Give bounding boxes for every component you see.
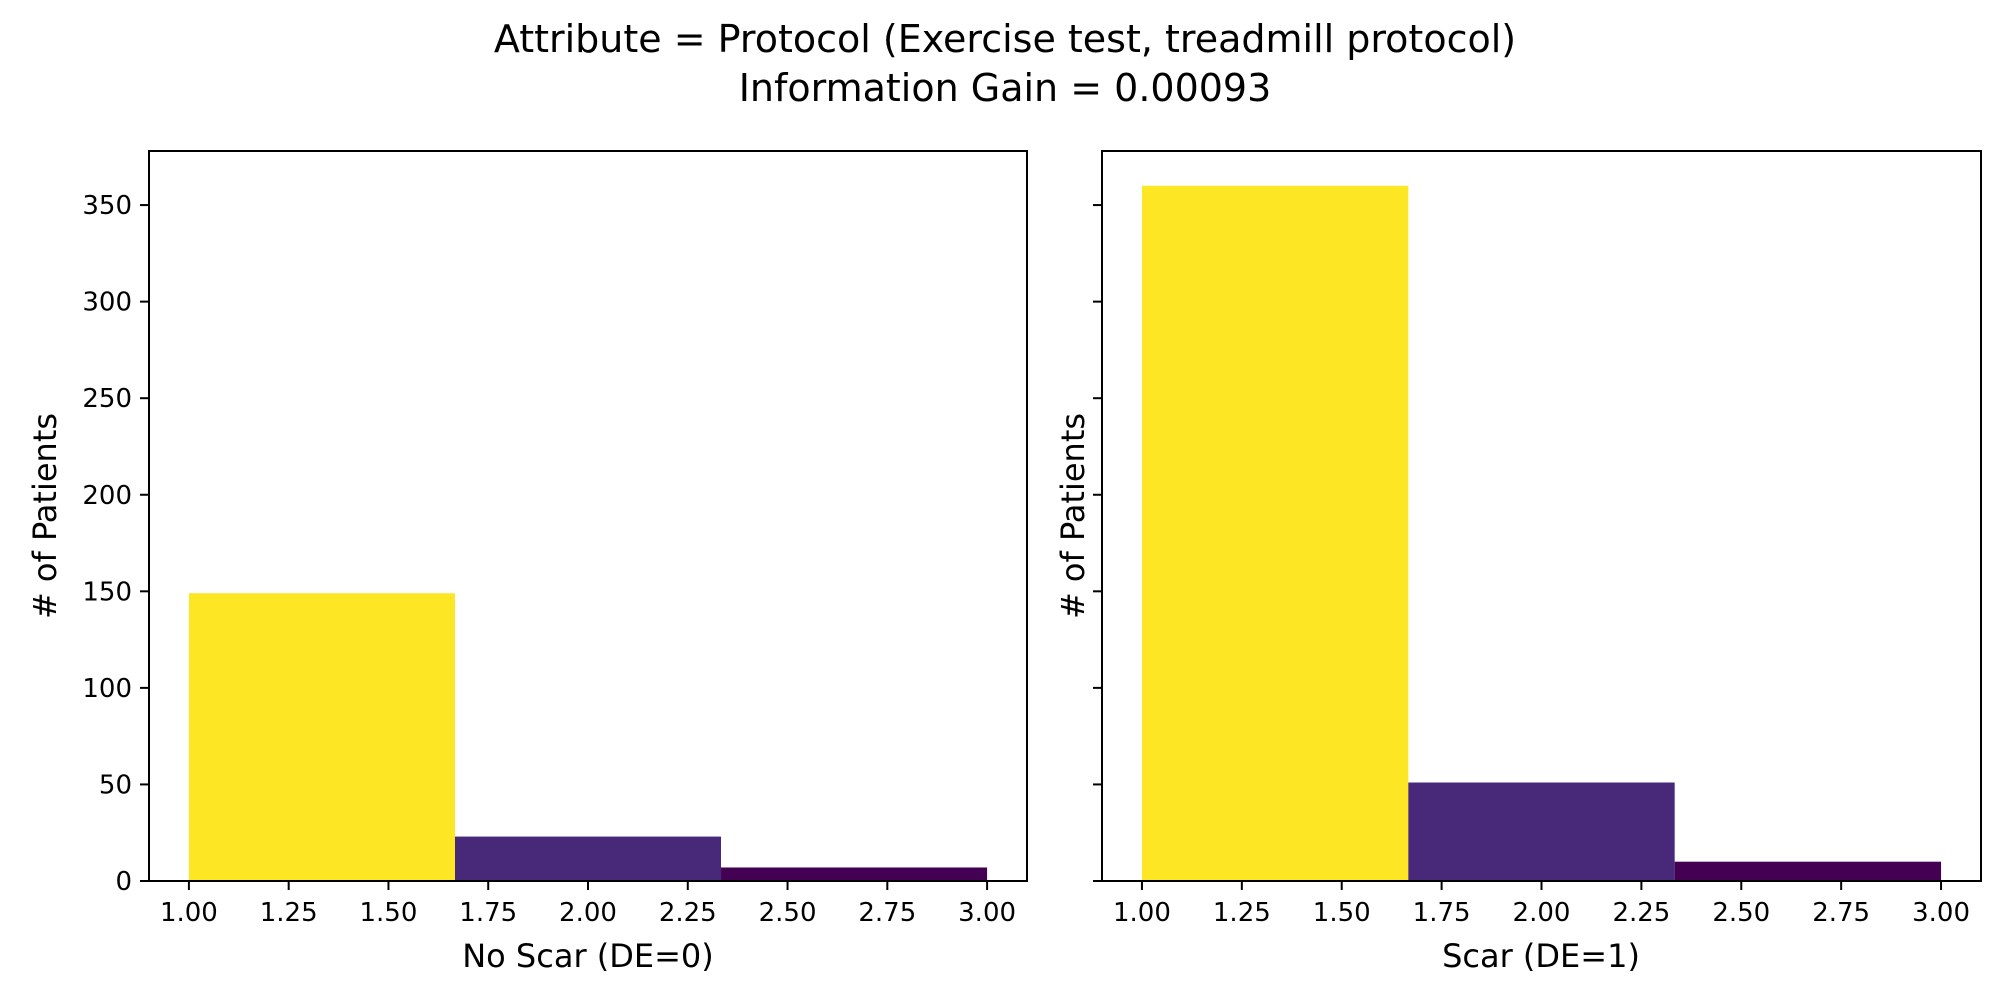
scar-bars <box>1141 185 1942 881</box>
scar-x-ticks: 1.00 1.25 1.50 1.75 2.00 2.25 2.50 2.75 3.00 <box>1113 881 1970 928</box>
no-scar-y-tick-label: 350 <box>82 191 132 221</box>
scar-bar-2 <box>1408 782 1675 881</box>
no-scar-y-tick-label: 200 <box>82 481 132 511</box>
no-scar-bar-1 <box>188 593 455 881</box>
no-scar-x-tick-label: 2.50 <box>759 898 817 928</box>
figure-title-line1: Attribute = Protocol (Exercise test, tre… <box>494 17 1516 61</box>
no-scar-bar-2 <box>454 836 722 881</box>
no-scar-x-tick-label: 1.00 <box>160 898 218 928</box>
scar-x-tick-label: 2.50 <box>1712 898 1770 928</box>
no-scar-x-tick-label: 2.75 <box>858 898 916 928</box>
no-scar-x-tick-label: 1.25 <box>260 898 318 928</box>
no-scar-bars <box>188 593 988 881</box>
scar-x-tick-label: 2.75 <box>1812 898 1870 928</box>
no-scar-histogram-panel: 1.00 1.25 1.50 1.75 2.00 2.25 2.50 2.75 3.00 0 50… <box>26 150 1028 975</box>
scar-x-tick-label: 1.50 <box>1313 898 1371 928</box>
scar-x-tick-label: 1.25 <box>1213 898 1271 928</box>
no-scar-y-tick-label: 0 <box>115 867 132 897</box>
scar-x-tick-label: 1.00 <box>1113 898 1171 928</box>
no-scar-y-ticks: 0 50 100 150 200 250 300 350 <box>82 191 149 897</box>
no-scar-y-tick-label: 250 <box>82 384 132 414</box>
scar-y-axis-label: # of Patients <box>1054 413 1092 619</box>
no-scar-x-tick-label: 2.00 <box>559 898 617 928</box>
no-scar-y-tick-label: 100 <box>82 674 132 704</box>
figure-title-line2: Information Gain = 0.00093 <box>739 66 1272 110</box>
no-scar-bar-3 <box>721 867 988 881</box>
no-scar-y-tick-label: 150 <box>82 577 132 607</box>
scar-histogram-panel: 1.00 1.25 1.50 1.75 2.00 2.25 2.50 2.75 3.00 Sca… <box>1054 150 1982 975</box>
scar-y-ticks <box>1093 204 1102 882</box>
scar-x-tick-label: 1.75 <box>1413 898 1471 928</box>
no-scar-y-tick-label: 300 <box>82 288 132 318</box>
scar-bar-1 <box>1141 185 1409 881</box>
no-scar-x-tick-label: 1.75 <box>459 898 517 928</box>
no-scar-x-axis-label: No Scar (DE=0) <box>462 937 714 975</box>
scar-x-tick-label: 2.00 <box>1513 898 1571 928</box>
no-scar-x-tick-label: 1.50 <box>360 898 418 928</box>
no-scar-x-tick-label: 2.25 <box>659 898 717 928</box>
no-scar-x-ticks: 1.00 1.25 1.50 1.75 2.00 2.25 2.50 2.75 3.00 <box>160 881 1016 928</box>
no-scar-x-tick-label: 3.00 <box>958 898 1016 928</box>
no-scar-y-axis-label: # of Patients <box>26 413 64 619</box>
scar-bar-3 <box>1674 861 1942 881</box>
scar-x-tick-label: 2.25 <box>1612 898 1670 928</box>
no-scar-y-tick-label: 50 <box>99 770 132 800</box>
scar-x-tick-label: 3.00 <box>1912 898 1970 928</box>
scar-x-axis-label: Scar (DE=1) <box>1442 937 1640 975</box>
